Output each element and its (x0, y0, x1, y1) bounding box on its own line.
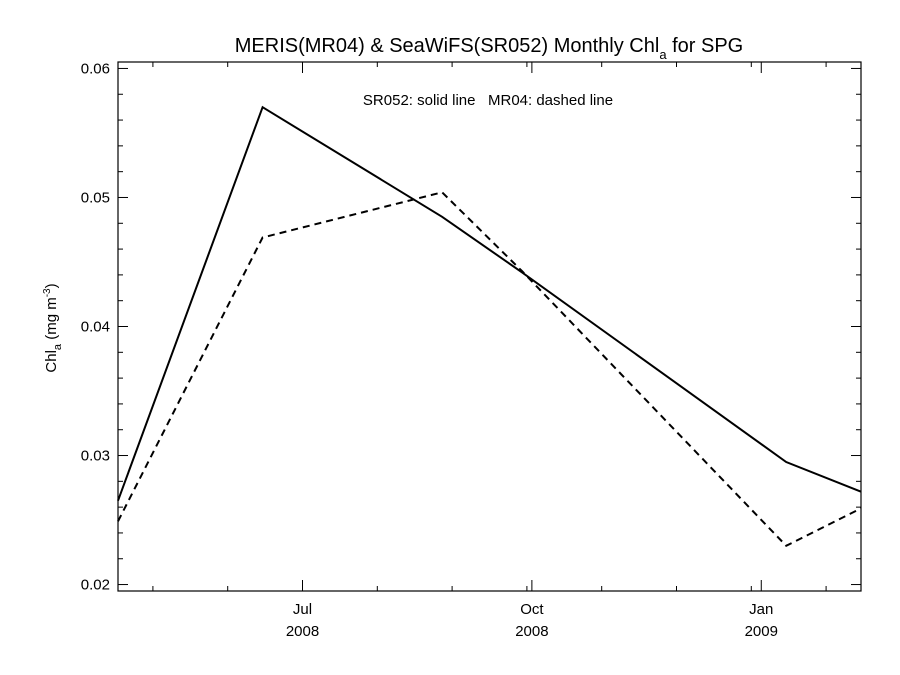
y-tick-label: 0.04 (81, 319, 110, 336)
y-tick-label: 0.03 (81, 448, 110, 465)
x-tick-label-year: 2008 (286, 623, 319, 640)
series-line-mr04 (117, 191, 862, 548)
plot-area: 0.02 0.03 0.04 0.05 0.06 Jul 2008 Oct 2008 Jan 200… (81, 60, 862, 640)
chart-title: MERIS(MR04) & SeaWiFS(SR052) Monthly Chl… (235, 35, 744, 62)
y-axis-label: Chla (mg m-3) (42, 283, 64, 372)
x-tick-label-year: 2008 (515, 623, 548, 640)
plot-frame (117, 61, 862, 592)
y-tick-label: 0.02 (81, 577, 110, 594)
x-tick-label-year: 2009 (745, 623, 778, 640)
y-tick-label: 0.05 (81, 189, 110, 206)
x-tick-label-month: Jul (293, 601, 312, 618)
legend-annotation: SR052: solid line MR04: dashed line (363, 92, 613, 109)
x-tick-label-month: Oct (520, 601, 544, 618)
y-tick-label: 0.06 (81, 60, 110, 77)
chart-title-subscript: a (659, 47, 667, 62)
x-tick-label-month: Jan (749, 601, 773, 618)
series-line-sr052 (117, 105, 862, 502)
